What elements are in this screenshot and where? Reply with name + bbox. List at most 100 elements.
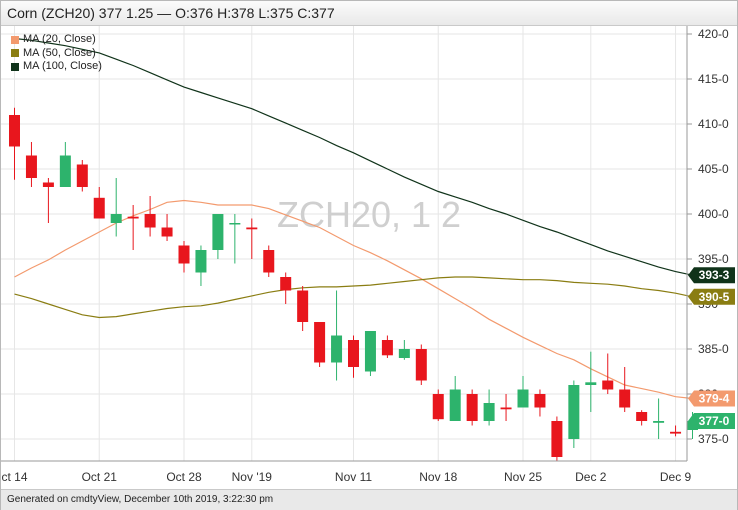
grid	[1, 26, 687, 461]
legend-swatch-ma50	[11, 49, 19, 58]
candle-body	[331, 335, 343, 363]
candle-body	[483, 403, 495, 421]
badge-shape	[688, 267, 735, 284]
legend-label-ma50: MA (50, Close)	[23, 46, 96, 59]
candle-body	[195, 250, 207, 273]
y-tick-label: 375-0	[698, 432, 729, 446]
candle	[246, 218, 258, 259]
candle	[364, 331, 376, 376]
candle	[432, 389, 444, 421]
candlesticks	[9, 107, 698, 462]
candle	[602, 353, 614, 394]
candle-body	[212, 214, 224, 250]
ma100-line	[14, 37, 693, 276]
ma50-value-badge: 390-5	[688, 288, 735, 305]
candle-body	[636, 412, 648, 421]
candle-body	[398, 349, 410, 358]
candle-body	[42, 182, 54, 187]
generated-note: Generated on cmdtyView, December 10th 20…	[7, 494, 274, 505]
watermark: ZCH20, 1 2	[277, 194, 461, 235]
badge-label: 393-3	[699, 268, 730, 282]
candle	[280, 272, 292, 304]
candle-body	[348, 340, 359, 367]
y-axis: 375-0380385-0390395-0400-0405-0410-0415-…	[686, 26, 729, 461]
candle-body	[178, 245, 190, 264]
badge-label: 377-0	[699, 414, 730, 428]
candle	[653, 398, 665, 439]
x-tick-label: Nov '19	[232, 470, 273, 484]
candle	[76, 160, 88, 192]
candle-body	[93, 197, 105, 219]
candle	[449, 376, 461, 421]
candle-body	[619, 389, 631, 408]
ma100-value-badge: 393-3	[688, 267, 735, 284]
candle	[297, 286, 309, 331]
candle	[127, 205, 139, 250]
x-axis: ct 14 Oct 21 Oct 28 Nov '19 Nov 11 Nov 18 Nov …	[1, 460, 692, 484]
candle-body	[602, 380, 614, 390]
y-tick-label: 405-0	[698, 162, 729, 176]
candle-body	[229, 223, 241, 225]
candle	[619, 367, 631, 412]
x-tick-label: ct 14	[1, 470, 27, 484]
legend-swatch-ma100	[11, 62, 19, 71]
candle	[348, 335, 359, 378]
candle-body	[364, 331, 376, 372]
price-chart[interactable]: ZCH20, 1 2 375-0380385-0390395-0400-0405…	[1, 1, 737, 489]
candle-body	[246, 227, 258, 230]
candle	[398, 340, 410, 360]
candle	[59, 142, 71, 187]
candle	[9, 107, 20, 180]
candle	[42, 178, 54, 223]
candle-body	[551, 421, 563, 457]
candle	[500, 394, 512, 421]
legend-label-ma100: MA (100, Close)	[23, 60, 102, 72]
candle-body	[670, 431, 682, 434]
candle-body	[500, 407, 512, 410]
ma20-line	[14, 199, 693, 400]
candle	[110, 178, 122, 237]
candle	[534, 389, 546, 417]
last-price-badge: 377-0	[688, 413, 735, 429]
candle-body	[415, 349, 427, 381]
candle	[331, 290, 343, 381]
candle-body	[144, 214, 156, 228]
legend-label-ma20: MA (20, Close)	[23, 33, 96, 45]
chart-header: Corn (ZCH20) 377 1.25 — O:376 H:378 L:37…	[1, 1, 737, 26]
candle	[483, 389, 495, 426]
candle-body	[110, 214, 122, 223]
quote-summary: Corn (ZCH20) 377 1.25 — O:376 H:378 L:37…	[7, 5, 335, 21]
candle-body	[127, 216, 139, 219]
x-tick-label: Oct 21	[82, 470, 118, 484]
candle-body	[297, 290, 309, 322]
candle	[670, 425, 682, 437]
candle	[25, 142, 37, 187]
candle-body	[59, 155, 71, 187]
x-tick-label: Nov 18	[419, 470, 457, 484]
candle-body	[280, 277, 292, 291]
ma50-line	[14, 276, 693, 319]
candle-body	[534, 394, 546, 408]
candle-body	[314, 322, 326, 363]
y-tick-label: 420-0	[698, 27, 729, 41]
legend: MA (20, Close) MA (50, Close) MA (100, C…	[11, 33, 102, 74]
candle-body	[76, 164, 88, 187]
candle-body	[381, 340, 393, 356]
candle	[93, 187, 105, 219]
x-tick-label: Nov 11	[335, 470, 372, 484]
candle-body	[568, 385, 580, 439]
candle	[381, 335, 393, 358]
candle-body	[432, 394, 444, 420]
candle	[517, 376, 529, 408]
candle	[144, 196, 156, 237]
ma20-value-badge: 379-4	[688, 390, 735, 407]
legend-item-ma20: MA (20, Close)	[11, 33, 102, 47]
candle-body	[449, 389, 461, 421]
legend-item-ma50: MA (50, Close)	[11, 47, 102, 61]
candle	[263, 245, 275, 277]
candle	[585, 351, 597, 412]
candle	[415, 344, 427, 385]
y-tick-label: 415-0	[698, 72, 729, 86]
chart-footer: Generated on cmdtyView, December 10th 20…	[1, 489, 737, 510]
